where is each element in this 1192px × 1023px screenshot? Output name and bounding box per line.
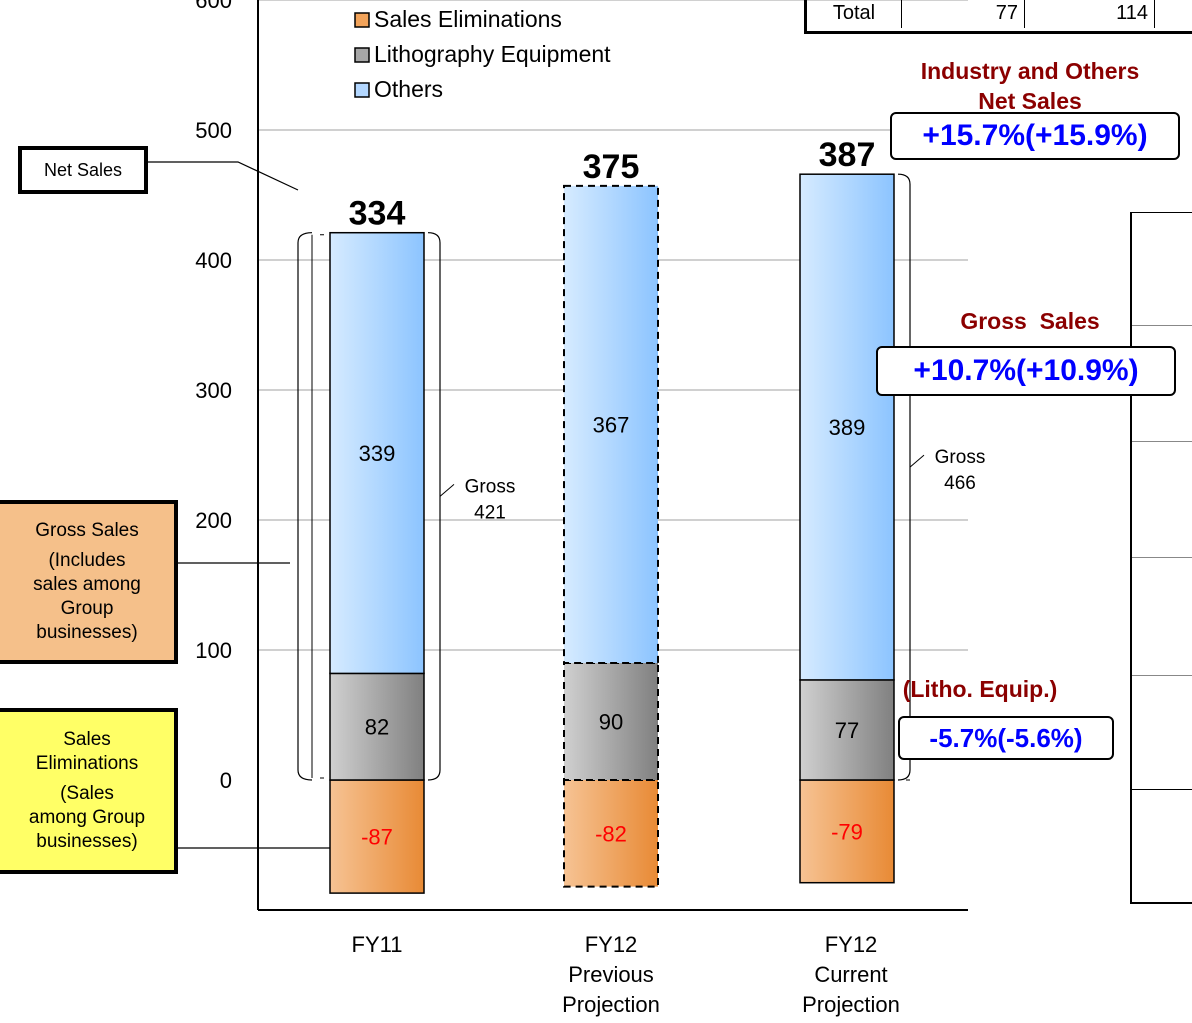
bar-segment-lithography-equipment (563, 662, 659, 781)
industry-net-sales-header: Industry and Others Net Sales (880, 56, 1180, 116)
gross-value: 421 (474, 502, 506, 523)
legend-label: Sales Eliminations (374, 6, 562, 32)
gross-sales-callout: Gross Sales (Includes sales among Group … (0, 500, 178, 664)
gross-label: Gross (465, 476, 516, 497)
y-tick-label: 200 (195, 508, 232, 533)
industry-header-line: Net Sales (978, 88, 1082, 114)
eliminations-callout-line: Eliminations (35, 753, 139, 774)
gross-value: 466 (944, 473, 976, 494)
bar-segment-lithography-equipment (799, 679, 895, 781)
data-label-sales-eliminations: -87 (361, 825, 393, 850)
gross-sales-bracket-left (297, 232, 313, 781)
litho-growth-badge: -5.7%(-5.6%) (898, 716, 1114, 760)
data-label-lithography-equipment: 90 (599, 710, 623, 735)
net-sales-growth-badge: +15.7%(+15.9%) (890, 112, 1180, 160)
y-tick-label: 0 (220, 768, 232, 793)
gross-sales-callout-line: (Includes (48, 550, 126, 571)
x-tick-label: Projection (562, 992, 660, 1017)
summary-table-fragment: Total 77 114 (804, 0, 1192, 34)
data-label-lithography-equipment: 77 (835, 718, 859, 743)
gross-sales-callout-line: sales among (33, 574, 141, 595)
litho-header: (Litho. Equip.) (902, 676, 1058, 702)
net-sales-callout-text: Net Sales (43, 159, 123, 180)
gross-sales-callout-line: businesses) (36, 622, 138, 643)
data-label-others: 339 (359, 441, 396, 466)
legend-swatch (354, 12, 370, 28)
table-cell-value: 77 (901, 0, 1025, 28)
y-tick-label: 100 (195, 638, 232, 663)
bar-segment-sales-eliminations (563, 779, 659, 888)
data-label-others: 389 (829, 415, 866, 440)
eliminations-callout-line: among Group (28, 807, 146, 828)
x-tick-label: FY11 (352, 932, 403, 957)
legend-swatch (354, 82, 370, 98)
x-tick-label: Previous (568, 962, 654, 987)
gross-sales-bracket-ticks (320, 234, 324, 779)
bar-segment-others (563, 184, 659, 664)
data-label-sales-eliminations: -82 (595, 821, 627, 846)
y-tick-label: 300 (195, 378, 232, 403)
eliminations-callout-line: (Sales (60, 783, 114, 804)
y-tick-label: 600 (195, 0, 232, 13)
side-table-fragment (1130, 212, 1192, 904)
gross-label: Gross (935, 447, 986, 468)
industry-header-line: Industry and Others (920, 58, 1140, 84)
net-sales-callout: Net Sales (18, 146, 148, 194)
bar-segment-others (329, 231, 425, 675)
x-tick-label: FY12 (585, 932, 638, 957)
data-label-others: 367 (593, 412, 630, 437)
net-sales-leader (148, 161, 299, 191)
eliminations-callout-line: businesses) (36, 831, 138, 852)
gross-sales-header: Gross Sales (960, 308, 1100, 334)
y-tick-label: 400 (195, 248, 232, 273)
gross-bracket (897, 173, 911, 781)
table-row-label: Total (807, 0, 902, 28)
eliminations-callout-line: Sales (63, 729, 111, 750)
net-total-label: 334 (349, 195, 406, 233)
gross-sales-callout-line: Gross Sales (35, 520, 139, 541)
net-total-label: 375 (583, 148, 640, 186)
net-total-label: 387 (819, 136, 876, 174)
legend-swatch (354, 47, 370, 63)
data-label-sales-eliminations: -79 (831, 819, 863, 844)
y-tick-label: 500 (195, 118, 232, 143)
eliminations-callout: Sales Eliminations (Sales among Group bu… (0, 708, 178, 874)
x-tick-label: FY12 (825, 932, 878, 957)
table-cell-value: 114 (1025, 0, 1155, 28)
legend-label: Others (374, 76, 443, 102)
gross-sales-growth-badge: +10.7%(+10.9%) (876, 346, 1176, 396)
gross-bracket (427, 232, 441, 781)
bar-segment-sales-eliminations (329, 779, 425, 894)
gross-sales-callout-line: Group (60, 598, 114, 619)
x-tick-label: Current (814, 962, 887, 987)
x-tick-label: Projection (802, 992, 900, 1017)
gross-bracket-leader (909, 454, 925, 468)
legend-label: Lithography Equipment (374, 41, 611, 67)
bar-segment-sales-eliminations (799, 779, 895, 884)
bar-segment-others (799, 173, 895, 681)
data-label-lithography-equipment: 82 (365, 715, 389, 740)
gross-bracket-leader (439, 483, 455, 497)
